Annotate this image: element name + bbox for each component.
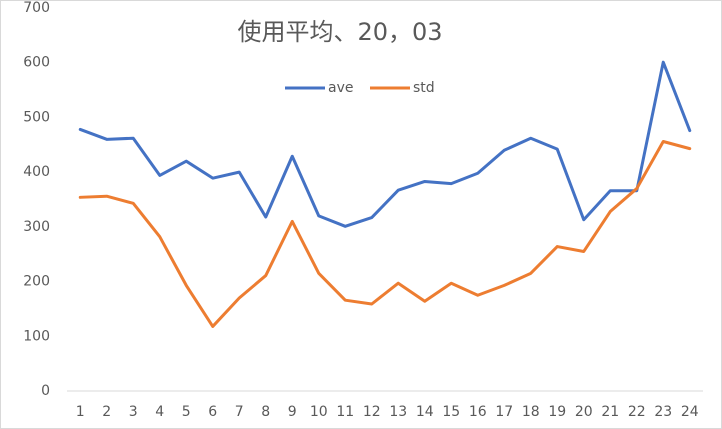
y-tick-label: 200 bbox=[23, 274, 50, 290]
x-tick-label: 10 bbox=[310, 404, 328, 420]
x-tick-label: 14 bbox=[416, 404, 434, 420]
x-tick-label: 19 bbox=[548, 404, 566, 420]
x-tick-label: 1 bbox=[76, 404, 85, 420]
chart-title: 使用平均、20，03 bbox=[237, 18, 442, 46]
series-line bbox=[78, 60, 692, 228]
y-tick-label: 700 bbox=[23, 0, 50, 16]
x-tick-label: 23 bbox=[654, 404, 672, 420]
x-tick-label: 11 bbox=[336, 404, 354, 420]
y-tick-label: 500 bbox=[23, 109, 50, 125]
legend-label: std bbox=[413, 80, 435, 96]
x-tick-label: 13 bbox=[389, 404, 407, 420]
x-tick-label: 7 bbox=[235, 404, 244, 420]
x-tick-label: 17 bbox=[495, 404, 513, 420]
x-tick-label: 16 bbox=[469, 404, 487, 420]
x-tick-label: 15 bbox=[442, 404, 460, 420]
y-tick-label: 0 bbox=[41, 383, 50, 399]
x-tick-label: 8 bbox=[261, 404, 270, 420]
x-tick-label: 9 bbox=[288, 404, 297, 420]
y-tick-label: 300 bbox=[23, 219, 50, 235]
series-line bbox=[78, 140, 692, 328]
x-tick-label: 6 bbox=[208, 404, 217, 420]
y-tick-label: 600 bbox=[23, 55, 50, 71]
x-tick-label: 2 bbox=[102, 404, 111, 420]
x-tick-label: 4 bbox=[155, 404, 164, 420]
x-tick-label: 22 bbox=[628, 404, 646, 420]
x-tick-label: 5 bbox=[182, 404, 191, 420]
y-tick-label: 400 bbox=[23, 164, 50, 180]
x-tick-label: 12 bbox=[363, 404, 381, 420]
y-tick-label: 100 bbox=[23, 328, 50, 344]
x-tick-label: 18 bbox=[522, 404, 540, 420]
x-tick-label: 24 bbox=[681, 404, 699, 420]
legend-label: ave bbox=[328, 80, 353, 96]
x-tick-label: 20 bbox=[575, 404, 593, 420]
x-tick-label: 21 bbox=[601, 404, 619, 420]
x-tick-label: 3 bbox=[129, 404, 138, 420]
